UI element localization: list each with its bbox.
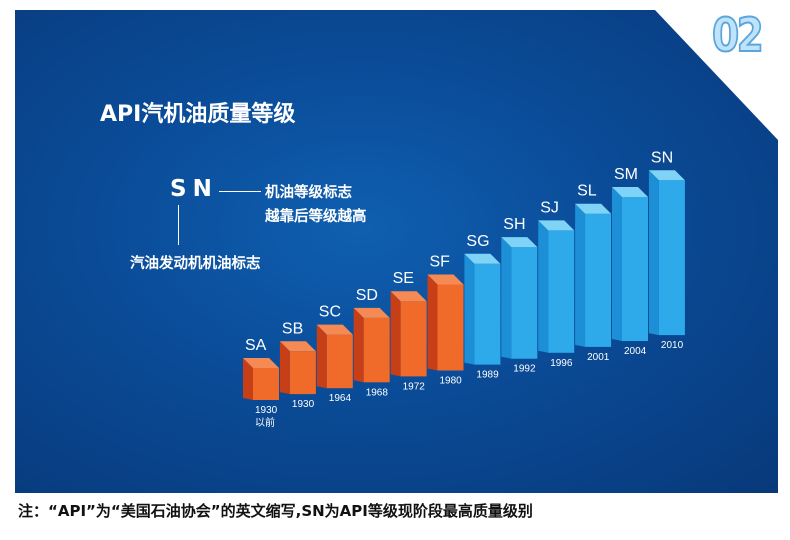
bar-top-SN: [648, 170, 685, 181]
bar-SL: [585, 213, 612, 347]
bar-side-SN: [648, 170, 659, 336]
year-label-SG: 1989: [476, 370, 499, 381]
bar-label-SB: SB: [282, 320, 303, 337]
bar-top-SH: [501, 237, 538, 248]
bar-label-SM: SM: [614, 166, 638, 183]
legend-bottom-label: 汽油发动机机油标志: [130, 256, 261, 272]
bar-SH: [511, 247, 538, 359]
section-number-badge: 02: [711, 7, 765, 63]
bar-top-SD: [353, 307, 390, 318]
bar-label-SF: SF: [430, 254, 451, 271]
legend-right-line2: 越靠后等级越高: [265, 209, 367, 225]
bar-SB: [289, 351, 316, 395]
bar-SG: [474, 263, 501, 365]
year-label-SD: 1968: [366, 387, 389, 398]
bar-side-SL: [575, 203, 586, 347]
legend-connector-vertical: [178, 205, 179, 245]
bar-side-SJ: [538, 220, 549, 353]
year-label-SM: 2004: [624, 346, 647, 357]
bar-top-SM: [612, 187, 648, 197]
year-sublabel-SA: 以前: [255, 416, 275, 429]
bar-side-SF: [427, 274, 438, 371]
bar-label-SL: SL: [577, 183, 597, 200]
bar-label-SD: SD: [356, 287, 378, 304]
year-label-SL: 2001: [587, 352, 610, 363]
bar-label-SN: SN: [651, 149, 673, 166]
page-title: API汽机油质量等级: [100, 102, 296, 127]
bar-SJ: [548, 230, 575, 353]
bar-label-SJ: SJ: [540, 199, 559, 216]
bar-label-SG: SG: [466, 233, 489, 250]
bar-top-SA: [243, 358, 279, 368]
bar-top-SC: [316, 324, 353, 335]
bar-top-SG: [464, 253, 501, 264]
bar-label-SE: SE: [393, 270, 414, 287]
bar-side-SG: [464, 253, 475, 365]
year-label-SA: 1930: [255, 405, 278, 416]
year-label-SC: 1964: [329, 393, 352, 404]
bar-top-SE: [390, 291, 427, 302]
bar-SF: [437, 284, 464, 371]
bar-side-SD: [353, 307, 364, 383]
bar-SD: [363, 317, 390, 383]
bar-label-SA: SA: [245, 337, 267, 354]
bar-side-SH: [501, 237, 512, 359]
bar-SC: [326, 334, 353, 389]
year-label-SE: 1972: [403, 381, 426, 392]
bar-SE: [400, 301, 427, 377]
year-label-SB: 1930: [292, 399, 315, 410]
bar-side-SB: [279, 341, 290, 395]
bar-label-SC: SC: [319, 304, 341, 321]
legend-right-line1: 机油等级标志: [265, 185, 352, 201]
bar-top-SF: [427, 274, 464, 285]
bar-label-SH: SH: [503, 216, 525, 233]
bar-side-SM: [612, 187, 622, 341]
legend-connector-horizontal: [219, 191, 261, 192]
year-label-SH: 1992: [513, 364, 536, 375]
bar-SN: [658, 180, 685, 336]
bar-side-SA: [243, 358, 253, 400]
bar-top-SB: [279, 341, 316, 352]
bar-side-SE: [390, 291, 401, 377]
bar-top-SJ: [538, 220, 575, 231]
year-label-SJ: 1996: [550, 358, 573, 369]
bar-top-SL: [575, 203, 612, 214]
legend-code: SN: [170, 176, 218, 202]
year-label-SF: 1980: [440, 376, 463, 387]
year-label-SN: 2010: [661, 340, 684, 351]
footnote: 注：“API”为“美国石油协会”的英文缩写,SN为API等级现阶段最高质量级别: [18, 502, 533, 520]
bar-SM: [622, 197, 648, 341]
bar-SA: [253, 368, 279, 400]
bar-side-SC: [316, 324, 327, 389]
